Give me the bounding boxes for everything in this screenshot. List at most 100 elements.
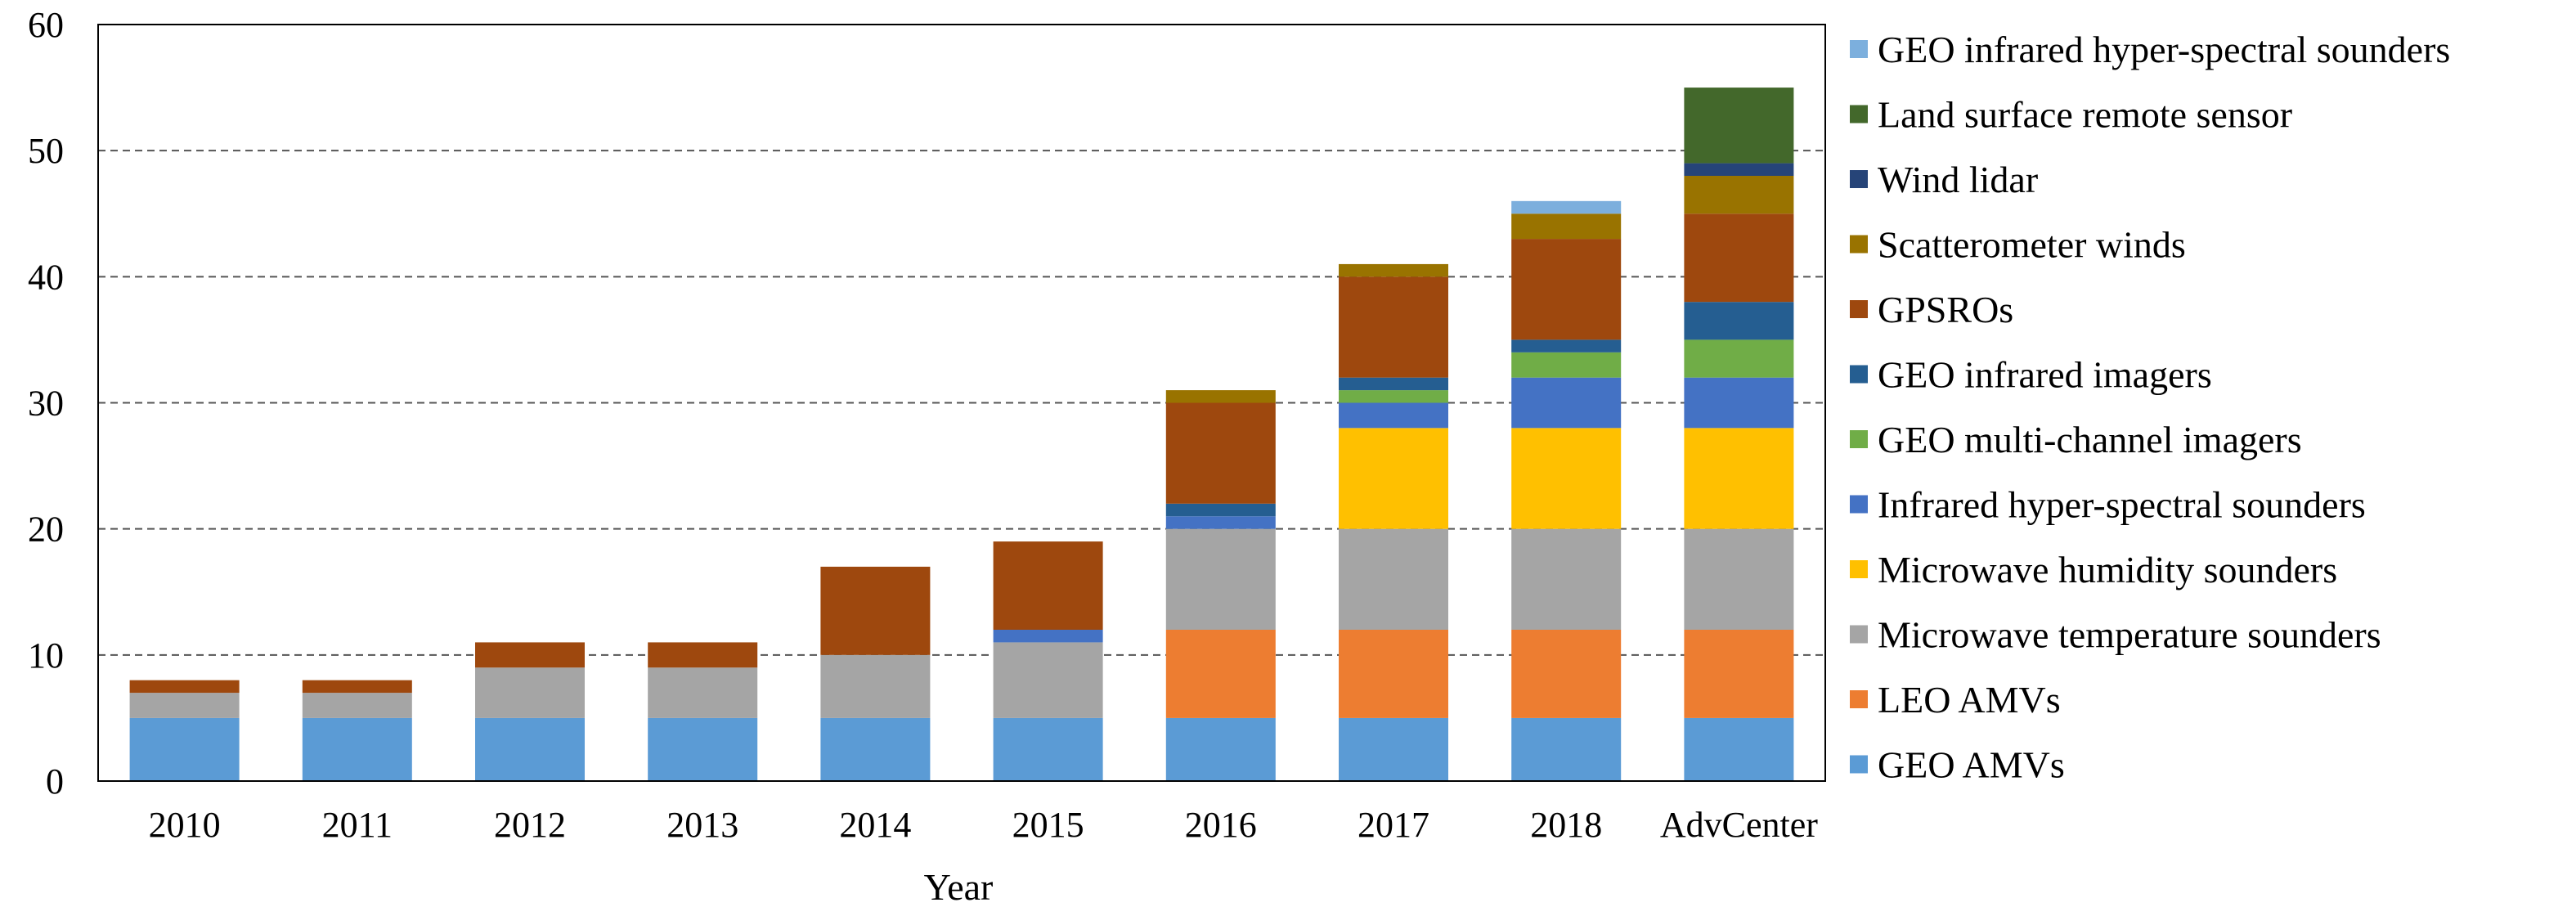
x-tick-label-2014: 2014 <box>839 805 911 845</box>
bar-advcenter-geo-multi-channel-imagers <box>1684 339 1794 378</box>
legend-swatch-geo-amvs <box>1850 755 1868 774</box>
x-axis-title: Year <box>924 866 994 908</box>
bar-2018-geo-infrared-imagers <box>1511 339 1622 352</box>
x-tick-label-2012: 2012 <box>494 805 566 845</box>
x-axis-ticks: 2010 2011 2012 2013 2014 2015 2016 2017 2018 AdvC… <box>149 805 1819 845</box>
bar-2014-geo-amvs <box>820 717 931 781</box>
bar-2018-geo-multi-channel-imagers <box>1511 352 1622 378</box>
bar-2016-scatterometer-winds <box>1165 390 1276 403</box>
bar-2010-gpsros <box>129 680 240 694</box>
legend-swatch-geo-infrared-hyper-spectral-sounders <box>1850 40 1868 58</box>
bar-2017-geo-multi-channel-imagers <box>1339 390 1448 403</box>
legend-label-microwave-temperature-sounders: Microwave temperature sounders <box>1878 614 2381 656</box>
bar-2014-microwave-temperature-sounders <box>820 654 931 718</box>
legend-label-gpsros: GPSROs <box>1878 289 2013 330</box>
bar-2018-geo-amvs <box>1511 717 1622 781</box>
bar-advcenter-microwave-temperature-sounders <box>1684 528 1794 630</box>
bar-2016-infrared-hyper-spectral-sounders <box>1165 516 1276 529</box>
bar-2018-infrared-hyper-spectral-sounders <box>1511 377 1622 429</box>
bar-2017-geo-amvs <box>1339 717 1448 781</box>
bar-advcenter-land-surface-remote-sensor <box>1684 88 1794 164</box>
bar-advcenter-infrared-hyper-spectral-sounders <box>1684 377 1794 429</box>
bar-advcenter-leo-amvs <box>1684 630 1794 718</box>
bar-2017-scatterometer-winds <box>1339 263 1448 277</box>
bar-2012-gpsros <box>475 642 585 668</box>
bar-2018-microwave-humidity-sounders <box>1511 428 1622 529</box>
bar-2016-microwave-temperature-sounders <box>1165 528 1276 630</box>
legend-label-geo-infrared-imagers: GEO infrared imagers <box>1878 354 2212 396</box>
y-tick-label: 10 <box>28 635 64 676</box>
bar-2012-geo-amvs <box>475 717 585 781</box>
bars <box>129 88 1794 781</box>
bar-2016-geo-infrared-imagers <box>1165 503 1276 517</box>
plot-area-border <box>97 24 1826 782</box>
bar-2015-gpsros <box>993 541 1103 630</box>
legend-swatch-land-surface-remote-sensor <box>1850 105 1868 123</box>
bar-2010-microwave-temperature-sounders <box>129 693 240 718</box>
legend-swatch-infrared-hyper-spectral-sounders <box>1850 495 1868 514</box>
bar-2016-leo-amvs <box>1165 630 1276 718</box>
bar-2013-microwave-temperature-sounders <box>648 667 758 718</box>
legend-swatch-leo-amvs <box>1850 690 1868 708</box>
legend-swatch-wind-lidar <box>1850 170 1868 188</box>
bar-advcenter-microwave-humidity-sounders <box>1684 428 1794 529</box>
bar-2014-gpsros <box>820 566 931 655</box>
x-tick-label-2018: 2018 <box>1530 805 1602 845</box>
bar-2015-microwave-temperature-sounders <box>993 642 1103 718</box>
legend: GEO infrared hyper-spectral sounders Land… <box>1850 29 2450 786</box>
legend-swatch-scatterometer-winds <box>1850 235 1868 254</box>
legend-label-wind-lidar: Wind lidar <box>1878 159 2038 200</box>
bar-2018-geo-infrared-hyper-spectral-sounders <box>1511 200 1622 214</box>
bar-advcenter-wind-lidar <box>1684 163 1794 176</box>
y-tick-label: 20 <box>28 510 64 550</box>
y-tick-label: 30 <box>28 384 64 424</box>
bar-advcenter-geo-amvs <box>1684 717 1794 781</box>
bar-2017-microwave-humidity-sounders <box>1339 428 1448 529</box>
y-tick-label: 40 <box>28 257 64 297</box>
bar-2010-geo-amvs <box>129 717 240 781</box>
bar-2013-gpsros <box>648 642 758 668</box>
bar-2011-geo-amvs <box>302 717 412 781</box>
x-tick-label-2015: 2015 <box>1012 805 1084 845</box>
bar-2017-microwave-temperature-sounders <box>1339 528 1448 630</box>
legend-label-geo-infrared-hyper-spectral-sounders: GEO infrared hyper-spectral sounders <box>1878 29 2450 70</box>
bar-advcenter-gpsros <box>1684 213 1794 303</box>
legend-swatch-microwave-humidity-sounders <box>1850 560 1868 578</box>
bar-2015-geo-amvs <box>993 717 1103 781</box>
legend-swatch-microwave-temperature-sounders <box>1850 625 1868 644</box>
y-tick-label: 0 <box>46 761 64 802</box>
y-tick-label: 60 <box>28 5 64 45</box>
legend-label-infrared-hyper-spectral-sounders: Infrared hyper-spectral sounders <box>1878 484 2366 526</box>
x-tick-label-2017: 2017 <box>1358 805 1429 845</box>
x-tick-label-advcenter: AdvCenter <box>1660 805 1818 845</box>
x-tick-label-2011: 2011 <box>322 805 393 845</box>
x-tick-label-2016: 2016 <box>1185 805 1257 845</box>
legend-label-scatterometer-winds: Scatterometer winds <box>1878 224 2186 266</box>
bar-2017-infrared-hyper-spectral-sounders <box>1339 402 1448 429</box>
bar-2013-geo-amvs <box>648 717 758 781</box>
bar-advcenter-scatterometer-winds <box>1684 176 1794 214</box>
legend-label-geo-multi-channel-imagers: GEO multi-channel imagers <box>1878 419 2302 460</box>
bar-2017-leo-amvs <box>1339 630 1448 718</box>
legend-swatch-geo-multi-channel-imagers <box>1850 430 1868 448</box>
legend-label-microwave-humidity-sounders: Microwave humidity sounders <box>1878 549 2337 590</box>
legend-label-leo-amvs: LEO AMVs <box>1878 679 2061 721</box>
bar-2011-gpsros <box>302 680 412 694</box>
bar-2018-leo-amvs <box>1511 630 1622 718</box>
bar-2012-microwave-temperature-sounders <box>475 667 585 718</box>
legend-label-geo-amvs: GEO AMVs <box>1878 744 2065 786</box>
bar-2015-infrared-hyper-spectral-sounders <box>993 630 1103 643</box>
bar-2018-scatterometer-winds <box>1511 213 1622 240</box>
legend-swatch-geo-infrared-imagers <box>1850 365 1868 384</box>
bar-2017-gpsros <box>1339 276 1448 378</box>
bar-2011-microwave-temperature-sounders <box>302 693 412 718</box>
x-tick-label-2010: 2010 <box>149 805 221 845</box>
bar-2018-microwave-temperature-sounders <box>1511 528 1622 630</box>
x-tick-label-2013: 2013 <box>666 805 738 845</box>
y-axis-ticks: 0 10 20 30 40 50 60 <box>28 5 64 802</box>
bar-2016-geo-amvs <box>1165 717 1276 781</box>
bar-2017-geo-infrared-imagers <box>1339 377 1448 391</box>
legend-label-land-surface-remote-sensor: Land surface remote sensor <box>1878 94 2292 136</box>
legend-swatch-gpsros <box>1850 300 1868 318</box>
